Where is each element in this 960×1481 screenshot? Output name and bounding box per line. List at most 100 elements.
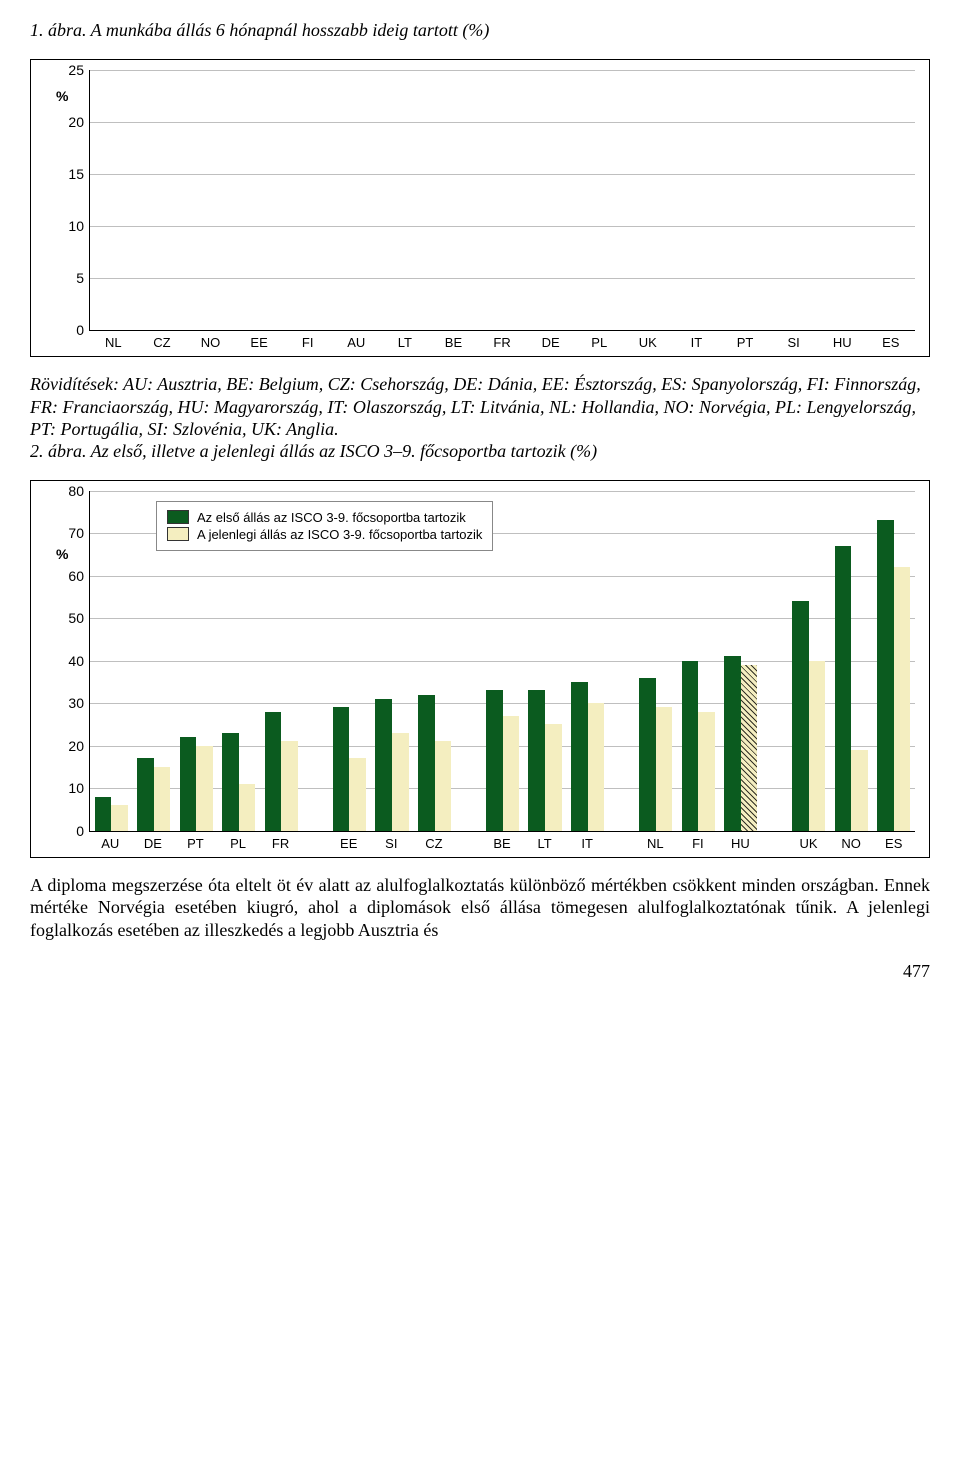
bar-series2 xyxy=(435,741,452,830)
page-number: 477 xyxy=(30,961,930,982)
bar-series1 xyxy=(835,546,852,831)
fig2-title: 2. ábra. Az első, illetve a jelenlegi ál… xyxy=(30,441,930,462)
bar-slot xyxy=(371,699,414,831)
bar-slot xyxy=(719,656,762,830)
bar-series2 xyxy=(239,784,256,831)
x-label: NO xyxy=(186,335,235,350)
bar-series2 xyxy=(588,703,605,831)
bar-series2 xyxy=(741,665,758,831)
bar-slot xyxy=(328,707,371,830)
x-label: FR xyxy=(259,836,302,851)
y-tick: 20 xyxy=(56,114,84,130)
y-tick: 50 xyxy=(56,610,84,626)
x-label: LT xyxy=(381,335,430,350)
bar-series2 xyxy=(196,746,213,831)
bar-series2 xyxy=(698,712,715,831)
group-gap xyxy=(455,836,481,851)
fig1-chart: 0510152025% NLCZNOEEFIAULTBEFRDEPLUKITPT… xyxy=(30,59,930,357)
bar-series1 xyxy=(180,737,197,831)
x-label: UK xyxy=(787,836,830,851)
y-tick: 0 xyxy=(56,322,84,338)
x-label: AU xyxy=(332,335,381,350)
x-label: EE xyxy=(327,836,370,851)
group-gap xyxy=(762,836,788,851)
x-label: FR xyxy=(478,335,527,350)
x-label: AU xyxy=(89,836,132,851)
x-label: PT xyxy=(174,836,217,851)
fig1-title: 1. ábra. A munkába állás 6 hónapnál hoss… xyxy=(30,20,930,41)
bar-series1 xyxy=(682,661,699,831)
bar-slot xyxy=(873,520,916,830)
y-tick: 5 xyxy=(56,270,84,286)
y-unit: % xyxy=(56,546,68,562)
x-label: PT xyxy=(721,335,770,350)
bar-series2 xyxy=(503,716,520,831)
bar-series1 xyxy=(265,712,282,831)
bar-series1 xyxy=(137,758,154,830)
y-tick: 0 xyxy=(56,823,84,839)
bar-series2 xyxy=(281,741,298,830)
x-label: CZ xyxy=(138,335,187,350)
bar-series2 xyxy=(111,805,128,831)
bar-series1 xyxy=(486,690,503,830)
bar-series1 xyxy=(418,695,435,831)
bar-slot xyxy=(788,601,831,831)
x-label: IT xyxy=(566,836,609,851)
bar-slot xyxy=(830,546,873,831)
bar-series1 xyxy=(528,690,545,830)
group-gap xyxy=(302,836,328,851)
bar-slot xyxy=(634,678,677,831)
bar-slot xyxy=(524,690,567,830)
bar-series2 xyxy=(656,707,673,830)
body-paragraph: A diploma megszerzése óta eltelt öt év a… xyxy=(30,874,930,942)
bar-series1 xyxy=(222,733,239,831)
bar-slot xyxy=(413,695,456,831)
bar-series1 xyxy=(639,678,656,831)
bar-series2 xyxy=(851,750,868,831)
bar-series2 xyxy=(545,724,562,830)
y-tick: 30 xyxy=(56,695,84,711)
bar-slot xyxy=(566,682,609,831)
bar-slot xyxy=(175,737,218,831)
x-label: PL xyxy=(217,836,260,851)
x-label: PL xyxy=(575,335,624,350)
y-tick: 60 xyxy=(56,568,84,584)
x-label: HU xyxy=(818,335,867,350)
abbrev-paragraph: Rövidítések: AU: Ausztria, BE: Belgium, … xyxy=(30,373,930,441)
x-label: SI xyxy=(370,836,413,851)
x-label: DE xyxy=(132,836,175,851)
x-label: LT xyxy=(523,836,566,851)
y-tick: 40 xyxy=(56,653,84,669)
bar-slot xyxy=(481,690,524,830)
bar-slot xyxy=(677,661,720,831)
bar-series1 xyxy=(333,707,350,830)
y-tick: 10 xyxy=(56,780,84,796)
bar-series2 xyxy=(894,567,911,831)
bar-series1 xyxy=(724,656,741,830)
y-tick: 15 xyxy=(56,166,84,182)
bar-series1 xyxy=(571,682,588,831)
group-gap xyxy=(608,836,634,851)
bar-slot xyxy=(218,733,261,831)
y-tick: 20 xyxy=(56,738,84,754)
y-tick: 10 xyxy=(56,218,84,234)
bar-slot xyxy=(133,758,176,830)
x-label: NL xyxy=(89,335,138,350)
bar-series2 xyxy=(392,733,409,831)
bar-series1 xyxy=(375,699,392,831)
x-label: FI xyxy=(677,836,720,851)
y-tick: 70 xyxy=(56,525,84,541)
x-label: DE xyxy=(526,335,575,350)
bar-series2 xyxy=(809,661,826,831)
bar-series2 xyxy=(349,758,366,830)
x-label: ES xyxy=(867,335,916,350)
y-unit: % xyxy=(56,88,68,104)
x-label: CZ xyxy=(413,836,456,851)
x-label: UK xyxy=(624,335,673,350)
bar-slot xyxy=(260,712,303,831)
fig2-chart: 01020304050607080%Az első állás az ISCO … xyxy=(30,480,930,858)
x-label: ES xyxy=(872,836,915,851)
y-tick: 80 xyxy=(56,483,84,499)
y-tick: 25 xyxy=(56,62,84,78)
x-label: HU xyxy=(719,836,762,851)
